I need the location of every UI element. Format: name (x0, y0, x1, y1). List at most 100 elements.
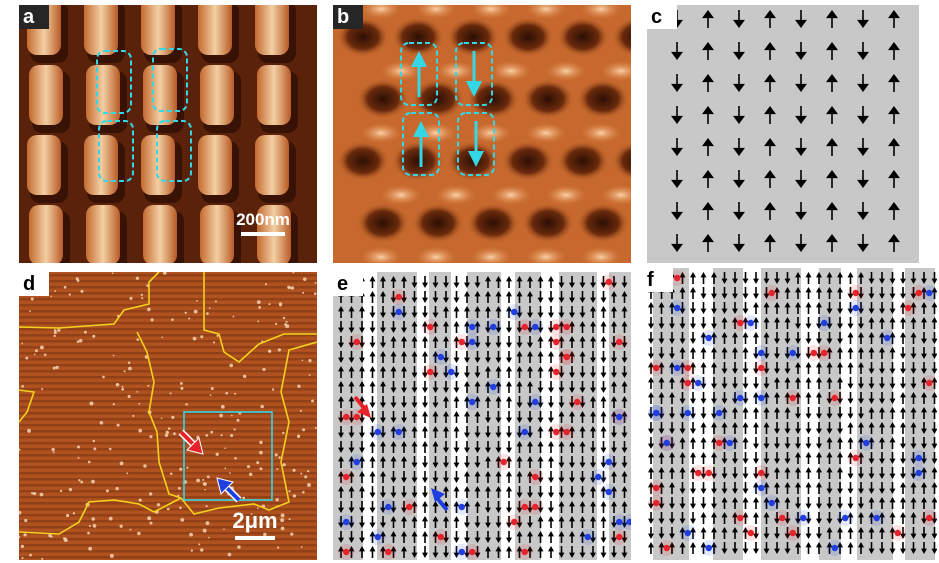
arrow-up-icon (763, 497, 770, 503)
arrow-up-icon (690, 287, 696, 293)
arrow-up-icon (764, 10, 776, 19)
arrow-up-icon (795, 287, 801, 293)
arrow-up-icon (537, 366, 544, 372)
arrow-up-icon (611, 396, 617, 402)
arrow-down-icon (711, 398, 717, 404)
arrow-up-icon (732, 317, 738, 323)
arrow-down-icon (889, 278, 896, 284)
arrow-up-icon (900, 392, 906, 398)
positive-charge (616, 533, 623, 541)
arrow-down-icon (857, 147, 869, 156)
arrow-down-icon (857, 211, 869, 220)
arrow-down-icon (537, 507, 544, 513)
arrow-down-icon (931, 533, 937, 539)
arrow-down-icon (847, 293, 854, 299)
arrow-down-icon (611, 522, 617, 528)
arrow-up-icon (700, 512, 707, 518)
arrow-up-icon (711, 347, 717, 353)
arrow-down-icon (411, 282, 418, 288)
negative-charge (663, 439, 670, 447)
arrow-up-icon (558, 411, 565, 417)
arrow-down-icon (742, 548, 749, 554)
positive-charge (605, 278, 612, 286)
arrow-down-icon (733, 19, 745, 28)
arrow-down-icon (805, 503, 812, 509)
arrow-down-icon (837, 308, 843, 314)
arrow-down-icon (537, 387, 544, 393)
arrow-down-icon (826, 413, 833, 419)
arrow-up-icon (579, 441, 586, 447)
arrow-up-icon (774, 482, 780, 488)
arrow-up-icon (369, 471, 376, 477)
negative-charge (684, 409, 691, 417)
negative-charge (469, 323, 476, 331)
arrow-up-icon (868, 497, 875, 503)
arrow-up-icon (921, 482, 927, 488)
arrow-down-icon (763, 458, 770, 464)
arrow-down-icon (411, 402, 418, 408)
arrow-up-icon (679, 467, 686, 473)
negative-charge (374, 533, 381, 541)
arrow-up-icon (600, 426, 607, 432)
arrow-down-icon (369, 432, 376, 438)
positive-charge (553, 368, 560, 376)
arrow-up-icon (516, 291, 523, 297)
arrow-down-icon (900, 458, 906, 464)
arrow-up-icon (700, 527, 707, 533)
arrow-down-icon (753, 383, 759, 389)
arrow-down-icon (921, 278, 927, 284)
nanoisland (29, 205, 63, 263)
arrow-down-icon (569, 282, 575, 288)
arrow-down-icon (774, 443, 780, 449)
arrow-down-icon (711, 293, 717, 299)
arrow-up-icon (411, 336, 418, 342)
arrow-up-icon (816, 542, 822, 548)
arrow-up-icon (837, 467, 843, 473)
arrow-up-icon (411, 501, 418, 507)
negative-charge (584, 533, 591, 541)
arrow-up-icon (679, 347, 686, 353)
arrow-down-icon (690, 503, 696, 509)
arrow-up-icon (931, 377, 937, 383)
nanoisland (84, 5, 118, 55)
arrow-down-icon (669, 413, 675, 419)
arrow-down-icon (679, 428, 686, 434)
arrow-up-icon (579, 336, 586, 342)
arrow-down-icon (742, 473, 749, 479)
arrow-up-icon (464, 501, 470, 507)
arrow-down-icon (648, 533, 654, 539)
arrow-down-icon (590, 537, 596, 543)
arrow-up-icon (380, 441, 386, 447)
arrow-down-icon (774, 368, 780, 374)
arrow-down-icon (700, 503, 707, 509)
arrow-down-icon (889, 398, 896, 404)
red-arrow-icon (178, 429, 204, 455)
arrow-down-icon (805, 353, 812, 359)
highlight-box (96, 50, 132, 114)
arrow-down-icon (474, 342, 481, 348)
arrow-down-icon (453, 297, 460, 303)
arrow-down-icon (390, 492, 397, 498)
arrow-up-icon (910, 302, 917, 308)
arrow-down-icon (753, 353, 759, 359)
arrow-down-icon (453, 537, 460, 543)
panel-label: c (647, 5, 677, 29)
arrow-down-icon (816, 503, 822, 509)
negative-charge (831, 544, 838, 552)
arrow-up-icon (516, 381, 523, 387)
arrow-up-icon (380, 531, 386, 537)
arrow-down-icon (506, 432, 512, 438)
positive-charge (695, 469, 702, 477)
arrow-down-icon (453, 462, 460, 468)
arrow-down-icon (795, 518, 801, 524)
arrow-down-icon (611, 537, 617, 543)
arrow-down-icon (679, 398, 686, 404)
arrow-up-icon (700, 437, 707, 443)
panel-a: a 200nm (19, 5, 317, 263)
positive-charge (663, 544, 670, 552)
arrow-up-icon (506, 456, 512, 462)
arrow-up-icon (453, 411, 460, 417)
arrow-down-icon (868, 398, 875, 404)
arrow-up-icon (816, 482, 822, 488)
arrow-down-icon (658, 353, 665, 359)
